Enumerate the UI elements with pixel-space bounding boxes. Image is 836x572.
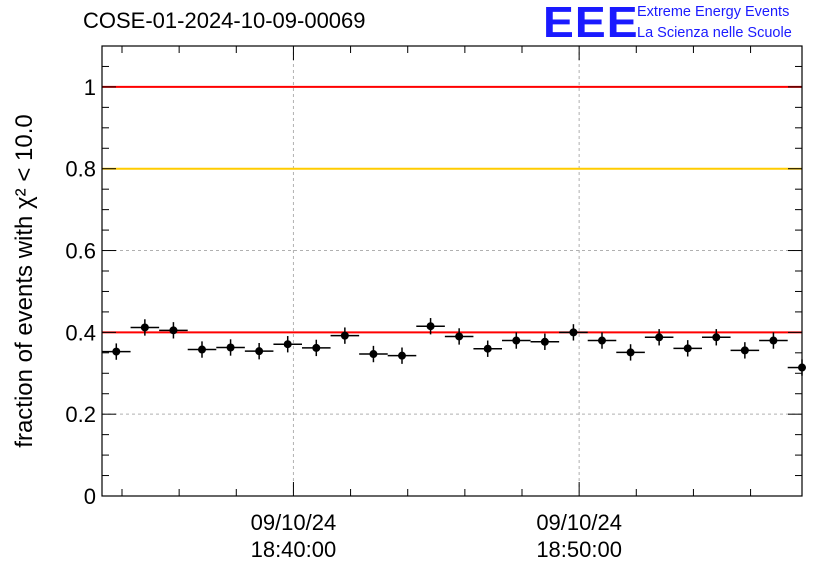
data-point [569,328,578,337]
data-point [426,322,435,331]
data-point [712,333,721,342]
x-tick-label-date: 09/10/24 [536,510,622,535]
data-point [683,344,692,353]
y-tick-label: 1 [84,75,96,100]
y-axis-label: fraction of events with χ² < 10.0 [11,114,38,447]
y-tick-label: 0.4 [65,320,96,345]
data-point [512,336,521,345]
data-point [626,348,635,357]
x-tick-label-time: 18:40:00 [251,537,337,562]
data-point [769,336,778,345]
data-point [455,332,464,341]
data-point [255,347,264,356]
y-tick-label: 0.2 [65,402,96,427]
data-point [340,331,349,340]
data-point [798,363,806,372]
y-tick-label: 0 [84,484,96,509]
data-point [598,336,606,345]
data-point [169,326,178,335]
data-point [655,333,664,342]
data-point [198,345,206,354]
data-point [369,350,378,359]
data-point [740,346,749,355]
x-tick-label-time: 18:50:00 [536,537,622,562]
data-point [140,323,149,332]
y-tick-label: 0.6 [65,239,96,264]
plot-frame [101,45,803,497]
data-point [483,344,492,353]
x-tick-label-date: 09/10/24 [251,510,337,535]
eee-logo: EEE [543,0,639,47]
data-point [226,343,235,352]
logo-line-1: Extreme Energy Events [637,4,790,20]
logo-line-2: La Scienza nelle Scuole [637,25,792,41]
data-point [312,343,321,352]
data-point [112,347,121,356]
data-point [398,351,406,360]
data-point [540,337,549,346]
data-point [283,340,292,349]
y-tick-label: 0.8 [65,157,96,182]
chart-title: COSE-01-2024-10-09-00069 [83,8,366,33]
